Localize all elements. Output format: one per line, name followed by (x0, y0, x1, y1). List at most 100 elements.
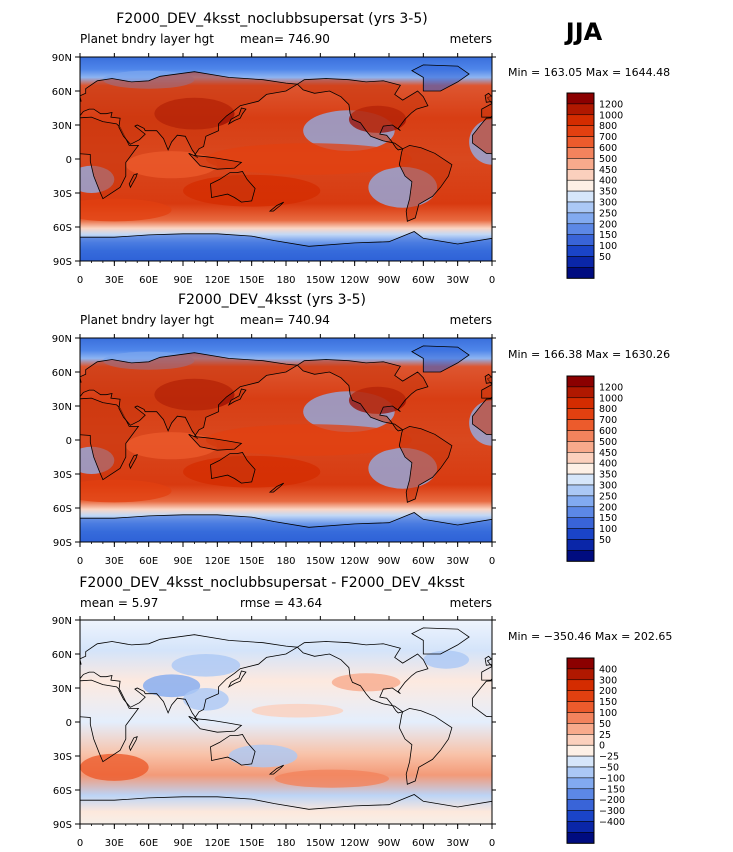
coastline-africa-west (80, 679, 140, 763)
field-feature (142, 674, 201, 698)
colorbar-label: 1000 (599, 110, 623, 121)
coastline-australia (210, 171, 256, 203)
min-max-label: Min = 166.38 Max = 1630.26 (508, 348, 670, 361)
x-tick-label: 60E (139, 275, 158, 286)
colorbar-label: 600 (599, 143, 617, 154)
colorbar-swatch (566, 408, 595, 420)
coastline-madagascar (128, 736, 138, 752)
field-feature (80, 479, 172, 503)
x-tick-label: 30E (105, 275, 124, 286)
colorbar-label: 300 (599, 198, 617, 209)
coastline-africa-west (80, 116, 140, 200)
map-content (80, 64, 492, 261)
coastline-indonesia (188, 152, 243, 170)
colorbar-swatch (566, 190, 595, 203)
x-tick-label: 180 (276, 556, 295, 567)
colorbar-label: 350 (599, 470, 617, 481)
colorbar-label: 100 (599, 241, 617, 252)
colorbar-swatch (566, 201, 595, 214)
min-max-label: Min = −350.46 Max = 202.65 (508, 630, 672, 643)
field-feature (80, 753, 149, 781)
colorbar-swatch (566, 430, 595, 442)
coastline-eurasia (481, 658, 492, 681)
x-tick-label: 150E (239, 556, 264, 567)
x-tick-label: 0 (77, 275, 83, 286)
coastline-australia (210, 734, 256, 766)
left-label: Planet bndry layer hgt (80, 32, 214, 46)
colorbar-label: 800 (599, 404, 617, 415)
field-feature (80, 198, 172, 222)
colorbar-label: 400 (599, 176, 617, 187)
colorbar-label: 50 (599, 719, 611, 730)
colorbar-label: 600 (599, 426, 617, 437)
colorbar-swatch (566, 452, 595, 464)
y-tick-label: 60N (52, 87, 72, 98)
colorbar-label: 1200 (599, 99, 623, 110)
colorbar-swatch (566, 256, 595, 268)
colorbar-frame (566, 92, 595, 279)
coastline-africa-west (80, 397, 140, 481)
y-tick-label: 60S (53, 504, 72, 515)
units-label: meters (450, 596, 492, 610)
y-tick-label: 0 (66, 155, 72, 166)
x-tick-label: 150W (306, 275, 335, 286)
colorbar-label: −150 (599, 784, 625, 795)
coastline-namerica (296, 78, 429, 151)
coastline-indonesia (188, 715, 243, 733)
colorbar-swatch (566, 267, 595, 279)
coastline-indonesia (188, 433, 243, 451)
coastline-madagascar (128, 454, 138, 470)
colorbar-label: 250 (599, 208, 617, 219)
x-tick-label: 150W (306, 838, 335, 849)
x-tick-label: 120E (205, 275, 230, 286)
colorbar-label: −300 (599, 806, 625, 817)
panel-control: F2000_DEV_4ksst (yrs 3-5) Planet bndry la… (52, 292, 670, 567)
colorbar-label: 50 (599, 252, 611, 263)
colorbar-swatch (566, 92, 595, 105)
x-tick-label: 30E (105, 556, 124, 567)
colorbar-swatch (566, 103, 595, 116)
x-tick-label: 90W (378, 838, 401, 849)
colorbar-label: 50 (599, 535, 611, 546)
colorbar-swatch (566, 777, 595, 790)
y-tick-label: 30N (52, 684, 72, 695)
x-tick-label: 150E (239, 275, 264, 286)
colorbar-swatch (566, 441, 595, 453)
colorbar-label: 700 (599, 415, 617, 426)
x-tick-label: 0 (489, 556, 495, 567)
coastline-greenland (411, 627, 470, 655)
panel-control-plus4k: F2000_DEV_4ksst_noclubbsupersat (yrs 3-5… (52, 11, 670, 286)
colorbar-label: 1000 (599, 393, 623, 404)
colorbar-label: 150 (599, 230, 617, 241)
colorbar-swatch (566, 821, 595, 833)
coastline-africa (472, 398, 492, 436)
left-label: Planet bndry layer hgt (80, 313, 214, 327)
colorbar-label: 800 (599, 121, 617, 132)
coastline-eurasia (481, 95, 492, 118)
panel-title: F2000_DEV_4ksst_noclubbsupersat - F2000_… (79, 575, 465, 591)
colorbar-swatch (566, 723, 595, 735)
coastline-antarctica (80, 231, 492, 261)
colorbar-label: 100 (599, 524, 617, 535)
x-tick-label: 0 (77, 838, 83, 849)
colorbar-swatch (566, 223, 595, 235)
coastline-japan (227, 388, 247, 406)
field-feature (205, 143, 412, 175)
colorbar-label: 500 (599, 154, 617, 165)
colorbar-swatch (566, 506, 595, 518)
colorbar-swatch (566, 766, 595, 779)
colorbar-label: 1200 (599, 382, 623, 393)
y-tick-label: 60N (52, 368, 72, 379)
colorbar-label: 300 (599, 481, 617, 492)
y-tick-label: 60S (53, 223, 72, 234)
map-field (80, 620, 492, 824)
x-tick-label: 120E (205, 556, 230, 567)
x-tick-label: 60W (412, 556, 435, 567)
y-tick-label: 90S (53, 257, 72, 268)
y-tick-label: 60N (52, 650, 72, 661)
x-tick-label: 30W (446, 838, 469, 849)
coastline-africa (472, 117, 492, 155)
colorbar-label: −50 (599, 763, 619, 774)
colorbar-swatch (566, 114, 595, 126)
